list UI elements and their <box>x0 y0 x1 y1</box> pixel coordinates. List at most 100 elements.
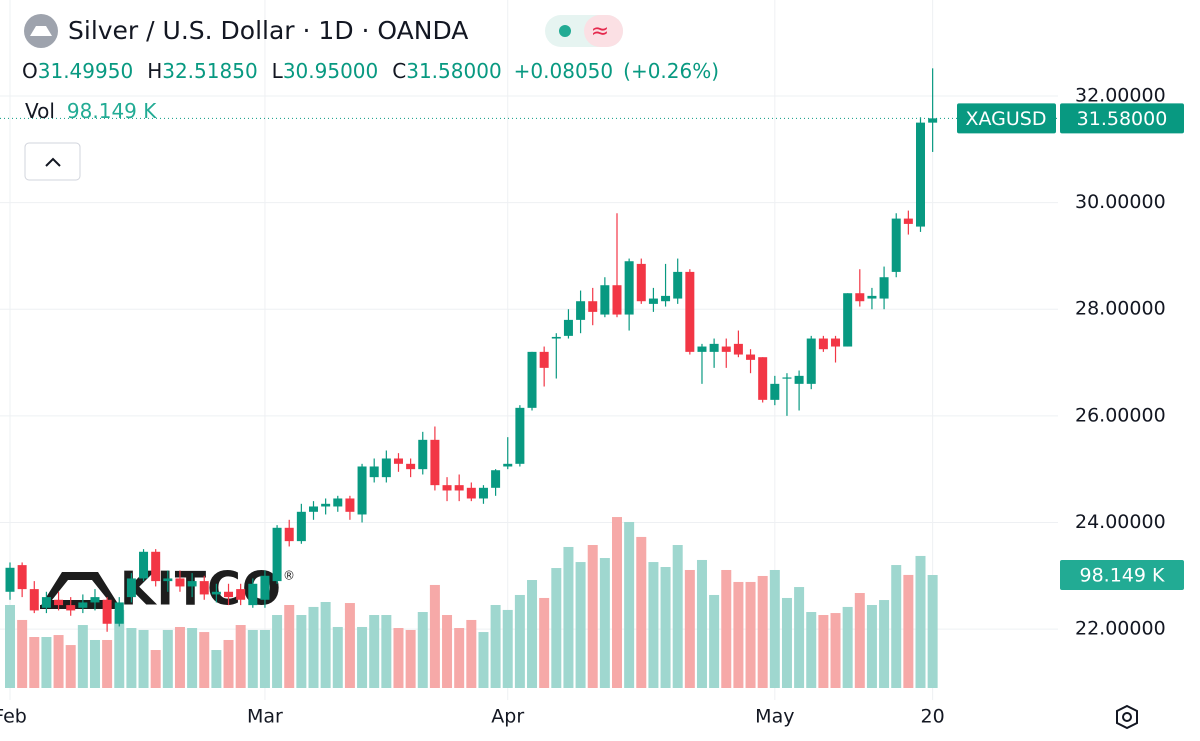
volume-bar <box>866 604 877 688</box>
candle-body <box>563 319 573 336</box>
y-tick-label: 26.00000 <box>1075 404 1166 426</box>
volume-bar <box>733 581 744 688</box>
candle-body <box>855 293 865 302</box>
volume-bar <box>259 629 270 688</box>
ohlc-value: 32.51850 <box>162 59 257 83</box>
y-tick-label: 24.00000 <box>1075 511 1166 533</box>
candle-body <box>442 485 452 491</box>
candle-body <box>17 565 27 590</box>
volume-bar <box>927 575 938 688</box>
volume-bar <box>660 566 671 688</box>
ohlc-key: O <box>22 59 38 83</box>
candle-body <box>187 581 197 587</box>
volume-bar <box>174 626 185 688</box>
ohlc-key: H <box>147 59 162 83</box>
candle-body <box>770 383 780 400</box>
candle-body <box>928 118 938 123</box>
volume-bar <box>903 574 914 688</box>
volume-bar <box>320 601 331 688</box>
candle-body <box>843 293 853 347</box>
candle-body <box>758 357 768 400</box>
candle-body <box>29 589 39 611</box>
candle-body <box>333 498 343 507</box>
chart-title: Silver / U.S. Dollar · 1D · OANDA <box>68 16 468 45</box>
volume-legend: Vol 98.149 K <box>25 99 157 123</box>
volume-bar <box>454 628 465 688</box>
candle-body <box>139 551 149 579</box>
candle-body <box>903 218 913 224</box>
volume-bar <box>745 581 756 688</box>
ohlc-value: 30.95000 <box>283 59 378 83</box>
collapse-button[interactable] <box>24 142 81 181</box>
candle-body <box>648 298 658 304</box>
candle-body <box>102 599 112 624</box>
price-tag-label: 31.58000 <box>1077 108 1168 130</box>
candle-body <box>430 439 440 486</box>
candle-body <box>126 578 136 598</box>
volume-bar <box>514 594 525 688</box>
volume-bar <box>393 628 404 688</box>
volume-bar <box>357 626 368 688</box>
ohlc-value: 31.58000 <box>406 59 501 83</box>
candle-body <box>90 597 100 603</box>
volume-bar <box>490 604 501 688</box>
candle-body <box>321 503 331 507</box>
volume-bar <box>684 569 695 688</box>
candle-body <box>114 602 124 624</box>
candle-body <box>78 602 88 608</box>
candle-body <box>721 346 731 352</box>
y-tick-label: 22.00000 <box>1075 618 1166 640</box>
volume-bar <box>794 587 805 688</box>
candle-body <box>5 567 15 592</box>
ohlc-value: 31.49950 <box>38 59 133 83</box>
volume-bar <box>53 635 64 688</box>
volume-bar <box>77 625 88 688</box>
candle-body <box>151 551 161 582</box>
watermark-registered: ® <box>283 569 295 583</box>
volume-bar <box>599 558 610 688</box>
candle-body <box>163 578 173 582</box>
status-badge-right <box>584 15 623 47</box>
volume-bar <box>721 569 732 688</box>
candle-body <box>539 351 549 368</box>
volume-bar <box>284 604 295 688</box>
candle-body <box>236 589 246 600</box>
candle-body <box>454 485 464 491</box>
volume-bar <box>915 555 926 688</box>
candle-body <box>478 487 488 499</box>
volume-bar <box>757 575 768 688</box>
volume-bar <box>575 562 586 688</box>
ohlc-key: L <box>272 59 284 83</box>
overlay: XAGUSD 31.58000 98.149 K <box>0 103 1184 591</box>
volume-bar <box>466 619 477 688</box>
candle-body <box>867 295 877 299</box>
volume-bar <box>551 568 562 688</box>
candle-body <box>661 295 671 302</box>
price-tag <box>1060 103 1184 134</box>
volume-bar <box>344 603 355 688</box>
volume-bar <box>211 650 222 688</box>
candle-body <box>284 527 294 542</box>
candle-body <box>406 463 416 470</box>
volume-bar <box>308 606 319 688</box>
volume-bar <box>781 597 792 688</box>
candle-body <box>503 463 513 467</box>
volume-bar <box>332 626 343 688</box>
y-tick-label: 32.00000 <box>1075 84 1166 106</box>
candle-body <box>345 498 355 512</box>
candle-body <box>794 375 804 384</box>
volume-bar <box>199 632 210 688</box>
candle-body <box>296 511 306 542</box>
volume-bar <box>417 612 428 688</box>
candle-body <box>879 277 889 299</box>
volume-bar <box>296 615 307 688</box>
market-open-dot <box>559 25 571 37</box>
candle-body <box>260 575 270 600</box>
volume-bar <box>138 629 149 688</box>
volume-bar <box>102 639 113 688</box>
symbol-icon-glyph <box>30 26 52 36</box>
settings-icon[interactable] <box>1116 704 1138 730</box>
volume-bar <box>624 521 635 688</box>
volume-bar <box>672 545 683 688</box>
volume-bar <box>709 594 720 688</box>
